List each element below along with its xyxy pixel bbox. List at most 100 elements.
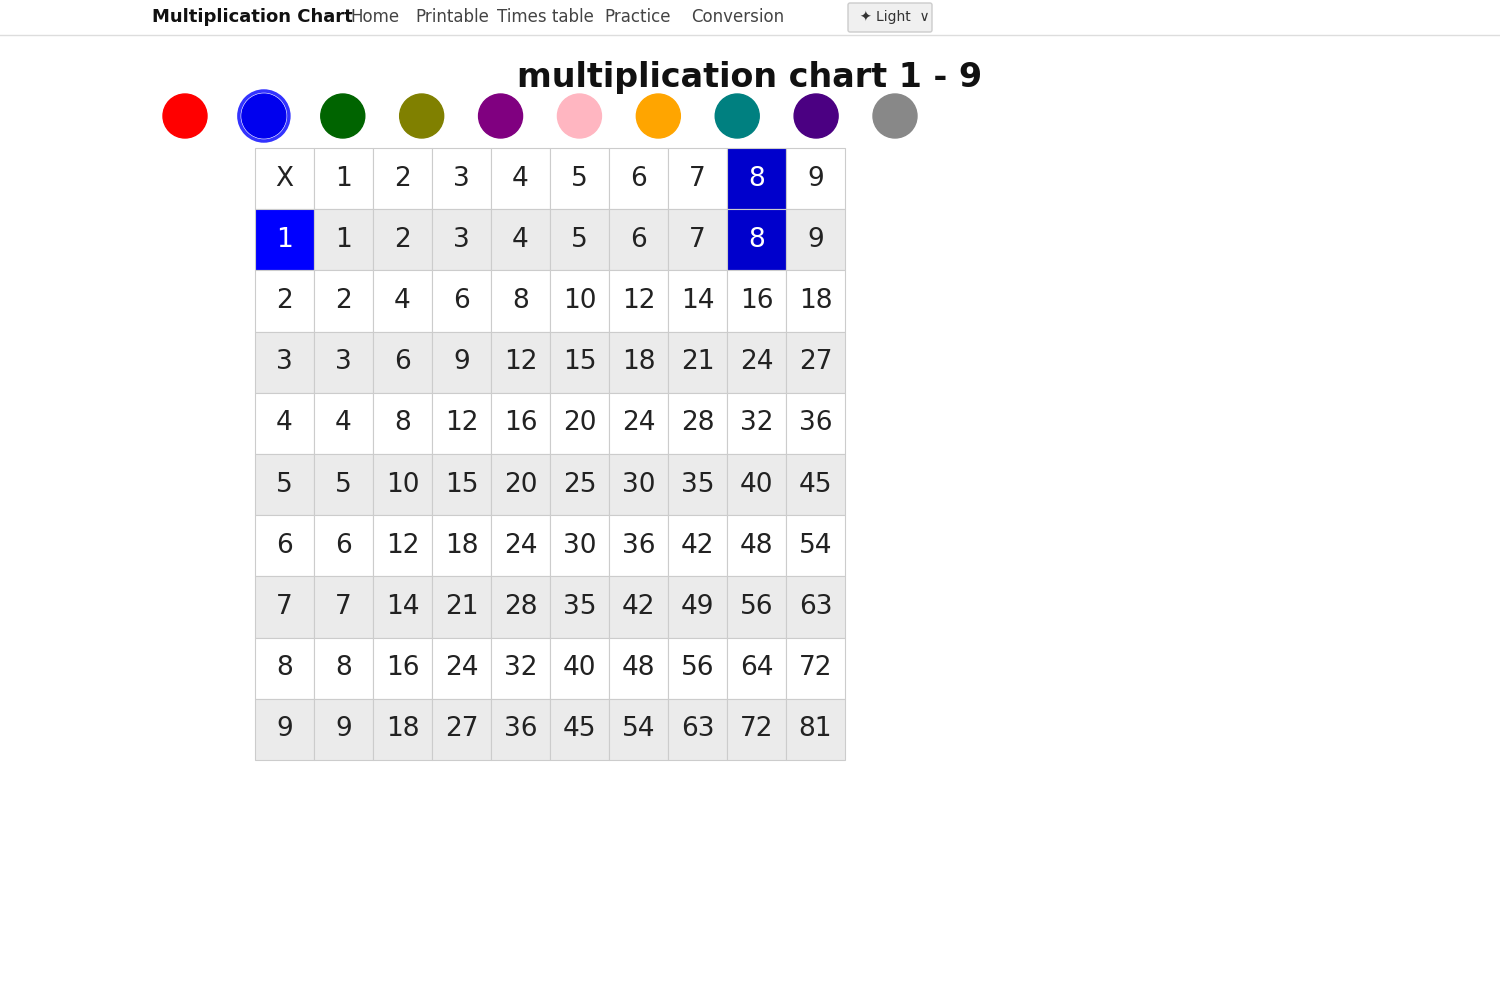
Text: 9: 9 [276, 716, 292, 742]
Bar [490, 515, 550, 576]
Text: 12: 12 [504, 349, 537, 375]
Bar [255, 209, 314, 270]
Text: 16: 16 [386, 655, 418, 681]
Bar [314, 515, 374, 576]
Text: 6: 6 [630, 166, 646, 192]
Circle shape [242, 94, 286, 138]
Circle shape [478, 94, 522, 138]
Bar [550, 209, 609, 270]
Bar [550, 515, 609, 576]
Bar [314, 209, 374, 270]
Text: 14: 14 [681, 288, 714, 314]
Text: 15: 15 [444, 472, 478, 498]
Text: 24: 24 [504, 533, 537, 559]
Bar [255, 270, 314, 332]
Bar [786, 638, 844, 699]
Text: 16: 16 [504, 410, 537, 436]
Bar [609, 454, 668, 515]
Bar [314, 270, 374, 332]
Bar [786, 393, 844, 454]
Text: 81: 81 [798, 716, 832, 742]
Text: 35: 35 [562, 594, 596, 620]
Bar [550, 454, 609, 515]
Text: X: X [276, 166, 294, 192]
Circle shape [873, 94, 916, 138]
Text: 8: 8 [512, 288, 530, 314]
Bar [609, 576, 668, 638]
Bar [314, 638, 374, 699]
Text: 6: 6 [394, 349, 411, 375]
Text: ✦ Light  ∨: ✦ Light ∨ [859, 10, 930, 24]
Bar [668, 209, 728, 270]
Bar [786, 699, 844, 760]
Text: 6: 6 [630, 227, 646, 253]
Text: 2: 2 [394, 166, 411, 192]
Circle shape [558, 94, 602, 138]
Text: 9: 9 [334, 716, 352, 742]
Bar [668, 515, 728, 576]
Text: 4: 4 [512, 166, 530, 192]
Bar [728, 332, 786, 393]
Bar [490, 332, 550, 393]
Text: 12: 12 [386, 533, 418, 559]
Bar [255, 515, 314, 576]
Bar [728, 699, 786, 760]
Bar [668, 270, 728, 332]
Text: 36: 36 [798, 410, 832, 436]
Text: 48: 48 [740, 533, 774, 559]
Bar [374, 148, 432, 209]
Text: 2: 2 [276, 288, 292, 314]
Text: Multiplication Chart: Multiplication Chart [152, 8, 352, 26]
Bar [374, 209, 432, 270]
Bar [609, 515, 668, 576]
Text: 8: 8 [276, 655, 292, 681]
Bar [490, 699, 550, 760]
Bar [374, 576, 432, 638]
Text: 21: 21 [444, 594, 478, 620]
Bar [490, 576, 550, 638]
Bar [668, 148, 728, 209]
Bar [490, 454, 550, 515]
Text: 28: 28 [681, 410, 714, 436]
Text: 4: 4 [394, 288, 411, 314]
Text: 18: 18 [798, 288, 832, 314]
Bar [314, 699, 374, 760]
Circle shape [716, 94, 759, 138]
Bar [609, 332, 668, 393]
Text: 7: 7 [688, 227, 706, 253]
Bar [550, 576, 609, 638]
Bar [550, 393, 609, 454]
Circle shape [636, 94, 681, 138]
Text: Printable: Printable [416, 8, 489, 26]
Bar [728, 576, 786, 638]
Text: 72: 72 [798, 655, 832, 681]
Bar [550, 699, 609, 760]
Text: 20: 20 [504, 472, 537, 498]
Text: 48: 48 [621, 655, 656, 681]
Text: 3: 3 [453, 166, 470, 192]
Text: 3: 3 [453, 227, 470, 253]
Text: 1: 1 [334, 166, 352, 192]
Bar [490, 393, 550, 454]
Text: 4: 4 [334, 410, 352, 436]
Bar [432, 393, 490, 454]
Text: 40: 40 [740, 472, 774, 498]
Text: 27: 27 [444, 716, 478, 742]
Text: 6: 6 [334, 533, 352, 559]
Bar [432, 699, 490, 760]
Text: 8: 8 [748, 166, 765, 192]
Bar [314, 148, 374, 209]
Text: 4: 4 [512, 227, 530, 253]
Text: 7: 7 [276, 594, 292, 620]
Bar [490, 209, 550, 270]
Text: 7: 7 [334, 594, 352, 620]
Bar [314, 332, 374, 393]
Text: 63: 63 [681, 716, 714, 742]
Circle shape [321, 94, 364, 138]
Bar [374, 454, 432, 515]
Bar [609, 209, 668, 270]
Bar [374, 393, 432, 454]
Bar [786, 515, 844, 576]
Bar [668, 638, 728, 699]
Bar [255, 148, 314, 209]
